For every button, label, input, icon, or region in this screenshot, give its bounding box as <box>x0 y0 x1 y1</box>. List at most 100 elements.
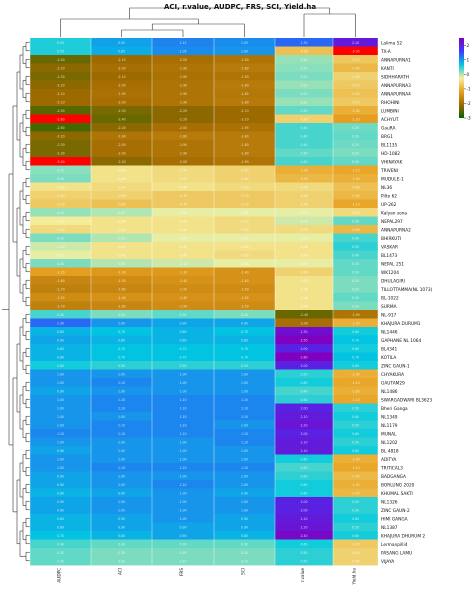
heatmap-cell <box>30 318 91 328</box>
cell-value-label: -0.50 <box>240 254 248 258</box>
heatmap-cell <box>333 327 378 336</box>
cell-value-label: 0.30 <box>352 296 359 300</box>
cell-value-label: 0.90 <box>57 475 64 479</box>
cell-value-label: 0.55 <box>57 41 64 45</box>
row-label: ANNAPURNA3 <box>381 83 411 89</box>
heatmap-cell <box>30 352 91 362</box>
cell-value-label: -0.10 <box>56 245 64 249</box>
heatmap-cell <box>275 522 333 532</box>
cell-value-label: 1.00 <box>179 449 186 453</box>
cell-value-label: -1.00 <box>351 109 359 113</box>
heatmap-cell <box>91 182 152 192</box>
heatmap-cell <box>275 63 333 73</box>
row-label: VIJAYA <box>381 559 394 565</box>
heatmap-cell <box>333 429 378 438</box>
heatmap-cell <box>91 352 152 362</box>
heatmap-cell <box>214 454 275 464</box>
heatmap-cell <box>333 318 378 328</box>
heatmap-cell <box>30 233 91 243</box>
heatmap-cell <box>152 259 214 268</box>
legend-tick-label: 2 <box>467 43 470 48</box>
cell-value-label: -0.60 <box>300 203 308 207</box>
heatmap-cell <box>275 454 333 464</box>
cell-value-label: 0.20 <box>179 551 186 555</box>
heatmap-cell <box>30 378 91 387</box>
cell-value-label: -0.60 <box>240 169 248 173</box>
heatmap-cell <box>333 114 378 124</box>
cell-value-label: 0.30 <box>300 152 307 156</box>
heatmap-cell <box>91 55 152 64</box>
heatmap-cell <box>152 301 214 311</box>
row-label: BL1135 <box>381 142 398 148</box>
cell-value-label: -0.60 <box>117 194 125 198</box>
cell-value-label: 0.60 <box>352 330 359 334</box>
row-label: NL1446 <box>381 329 398 335</box>
heatmap-cell <box>333 463 378 472</box>
cell-value-label: 0.70 <box>241 347 248 351</box>
heatmap-cell <box>152 174 214 183</box>
heatmap-cell <box>275 233 333 243</box>
cell-value-label: 0.50 <box>179 364 186 368</box>
heatmap-cell <box>152 293 214 302</box>
cell-value-label: -2.20 <box>56 84 64 88</box>
legend-tick-label: -1 <box>467 86 472 91</box>
cell-value-label: 0.80 <box>118 534 125 538</box>
cell-value-label: 0.80 <box>57 330 64 334</box>
heatmap-cell <box>30 429 91 438</box>
heatmap-cell <box>333 131 378 141</box>
heatmap-cell <box>91 463 152 472</box>
heatmap-cell <box>152 199 214 209</box>
cell-value-label: -0.40 <box>117 245 125 249</box>
cell-value-label: -1.90 <box>179 92 187 96</box>
heatmap-cell <box>333 140 378 149</box>
cell-value-label: -0.50 <box>351 211 359 215</box>
cell-value-label: -0.40 <box>179 228 187 232</box>
cell-value-label: -0.40 <box>117 254 125 258</box>
heatmap-cell <box>333 403 378 413</box>
cell-value-label: -1.90 <box>179 152 187 156</box>
cell-value-label: -2.40 <box>117 118 125 122</box>
cell-value-label: -0.80 <box>117 203 125 207</box>
cell-value-label: 1.00 <box>241 50 248 54</box>
cell-value-label: 0.60 <box>352 534 359 538</box>
cell-value-label: 0.90 <box>118 492 125 496</box>
heatmap-cell <box>333 352 378 362</box>
cell-value-label: 0.15 <box>300 67 307 71</box>
cell-value-label: 0.60 <box>300 492 307 496</box>
heatmap-cell <box>30 556 91 566</box>
heatmap-cell <box>275 174 333 183</box>
heatmap-cell <box>214 148 275 158</box>
cell-value-label: 0.30 <box>179 313 186 317</box>
cell-value-label: 1.00 <box>57 398 64 402</box>
heatmap-cell <box>30 395 91 404</box>
cell-value-label: 0.80 <box>179 339 186 343</box>
cell-value-label: -1.20 <box>351 118 359 122</box>
cell-value-label: 0.00 <box>118 237 125 241</box>
cell-value-label: 0.30 <box>118 543 125 547</box>
heatmap-cell <box>333 420 378 430</box>
cell-value-label: 1.10 <box>118 432 125 436</box>
heatmap-cell <box>214 89 275 98</box>
heatmap-cell <box>275 55 333 64</box>
row-label: KANTI <box>381 66 394 72</box>
row-label: WK1204 <box>381 270 399 276</box>
row-label: UP-262 <box>381 202 397 208</box>
heatmap-cell <box>30 276 91 285</box>
heatmap-cell <box>152 488 214 498</box>
row-label: NL1326 <box>381 499 398 505</box>
heatmap-cell <box>214 446 275 455</box>
heatmap-cell <box>214 556 275 566</box>
cell-value-label: -1.50 <box>240 288 248 292</box>
heatmap-cell <box>275 165 333 175</box>
heatmap-cell <box>275 471 333 481</box>
cell-value-label: 1.00 <box>57 466 64 470</box>
row-label: ZINC GAUN-2 <box>381 508 410 514</box>
cell-value-label: -0.50 <box>179 177 187 181</box>
heatmap-cell <box>91 233 152 243</box>
heatmap-cell <box>214 174 275 183</box>
heatmap-cell <box>333 284 378 294</box>
heatmap-cell <box>30 106 91 115</box>
row-label: NL1387 <box>381 525 398 531</box>
cell-value-label: 1.00 <box>179 458 186 462</box>
